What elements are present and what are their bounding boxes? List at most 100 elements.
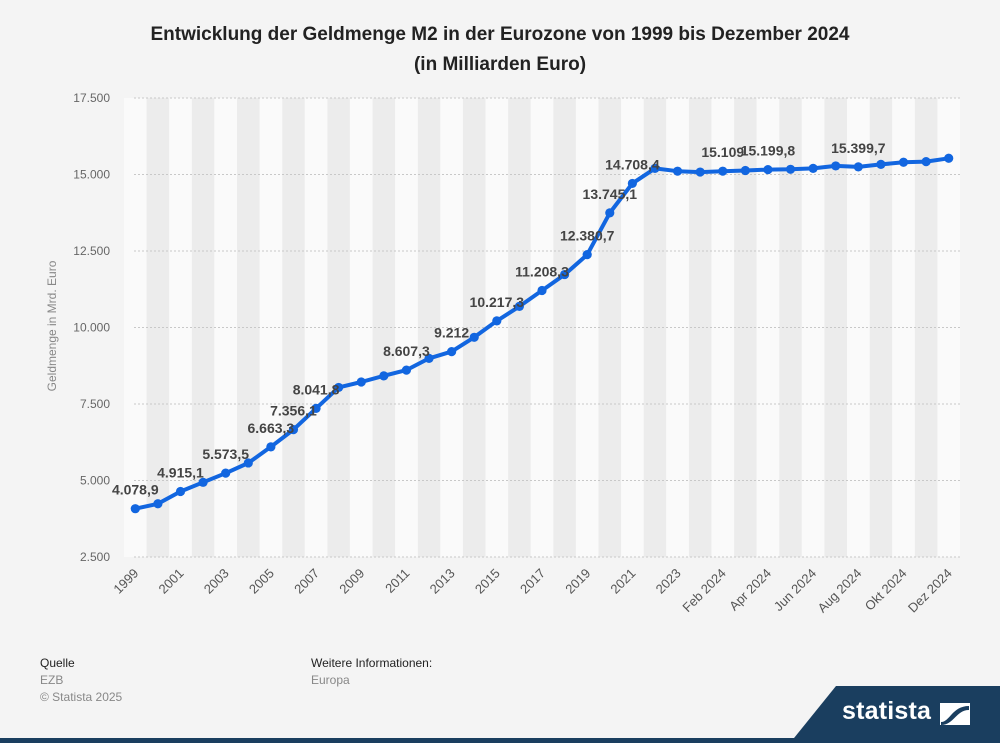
x-axis-ticks: 1999 2001 2003 2005 2007 2009 2011 2013 2015 2017… — [110, 566, 954, 616]
source-label: Quelle — [40, 656, 75, 670]
x-tick-label: Jun 2024 — [771, 566, 819, 614]
data-label: 6.663,3 — [248, 420, 295, 436]
data-point[interactable] — [808, 163, 818, 173]
data-point[interactable] — [334, 382, 344, 393]
series-geldmenge — [130, 153, 954, 514]
x-tick-label: 2011 — [382, 566, 412, 596]
column-band — [869, 98, 893, 557]
data-label: 8.607,3 — [383, 343, 430, 359]
data-point[interactable] — [514, 301, 525, 311]
column-band-light — [214, 98, 237, 557]
x-tick-label: 2005 — [246, 566, 277, 597]
x-tick-label: 1999 — [110, 566, 141, 597]
data-label: 13.745,1 — [583, 186, 638, 202]
data-label: 15.399,7 — [831, 140, 886, 156]
data-point[interactable] — [582, 250, 592, 260]
data-point[interactable] — [898, 157, 909, 167]
y-tick-label: 15.000 — [73, 168, 110, 182]
x-tick-label: 2017 — [517, 566, 548, 597]
data-label: 4.915,1 — [157, 465, 204, 481]
data-point[interactable] — [763, 165, 773, 175]
x-tick-label: 2021 — [607, 566, 638, 597]
data-point[interactable] — [130, 504, 140, 514]
column-band — [598, 98, 622, 557]
column-band — [282, 98, 305, 557]
data-label: 12.380,7 — [560, 228, 615, 244]
info-value: Europa — [311, 673, 350, 687]
column-band — [553, 98, 576, 557]
data-point[interactable] — [447, 347, 457, 357]
data-point[interactable] — [356, 377, 366, 387]
data-point[interactable] — [740, 165, 750, 176]
data-point[interactable] — [695, 167, 705, 177]
data-label: 15.109 — [701, 144, 744, 160]
info-label: Weitere Informationen: — [311, 656, 433, 670]
y-tick-label: 5.000 — [80, 474, 110, 488]
x-tick-label: Dez 2024 — [905, 566, 955, 616]
data-point[interactable] — [311, 403, 321, 414]
grid-lines — [134, 97, 960, 558]
data-point[interactable] — [175, 486, 186, 497]
column-band — [236, 98, 260, 557]
y-axis-label: Geldmenge in Mrd. Euro — [45, 260, 59, 391]
statista-logo[interactable]: statista — [842, 697, 932, 725]
y-tick-label: 2.500 — [80, 550, 110, 564]
x-tick-label: Feb 2024 — [679, 566, 728, 615]
column-band-light — [304, 98, 328, 557]
data-label: 7.356,1 — [270, 403, 317, 419]
data-point[interactable] — [424, 353, 434, 364]
data-point[interactable] — [853, 162, 863, 172]
data-point[interactable] — [718, 166, 728, 176]
data-label: 11.208,3 — [515, 264, 569, 280]
data-point[interactable] — [627, 178, 637, 189]
data-point[interactable] — [401, 365, 412, 375]
data-point[interactable] — [537, 285, 547, 296]
y-tick-label: 7.500 — [80, 397, 110, 411]
data-point[interactable] — [379, 371, 389, 381]
data-point[interactable] — [559, 269, 570, 280]
x-tick-label: Aug 2024 — [814, 566, 864, 616]
column-band — [146, 98, 170, 557]
data-label: 8.041,8 — [293, 381, 340, 397]
x-tick-label: Apr 2024 — [726, 566, 774, 614]
data-point[interactable] — [672, 166, 683, 176]
data-point[interactable] — [266, 442, 276, 452]
data-point[interactable] — [605, 208, 615, 218]
data-point[interactable] — [243, 458, 253, 468]
data-point[interactable] — [492, 316, 502, 326]
x-tick-label: 2013 — [427, 566, 458, 597]
chart-title: Entwicklung der Geldmenge M2 in der Euro… — [0, 20, 1000, 80]
data-point[interactable] — [921, 157, 931, 167]
column-band-light — [349, 98, 373, 557]
data-point[interactable] — [785, 164, 796, 174]
data-point[interactable] — [153, 499, 163, 509]
chart-title-line1: Entwicklung der Geldmenge M2 in der Euro… — [150, 24, 850, 45]
column-band-light — [937, 98, 960, 557]
data-point[interactable] — [288, 425, 299, 435]
y-tick-label: 17.500 — [73, 91, 110, 105]
data-point[interactable] — [831, 161, 841, 171]
y-axis-ticks: 2.500 5.000 7.500 10.000 12.500 15.000 17.500 — [73, 91, 110, 564]
data-point[interactable] — [221, 468, 231, 478]
data-point[interactable] — [650, 163, 660, 173]
chart-title-line2: (in Milliarden Euro) — [413, 54, 587, 75]
x-tick-label: 2007 — [291, 566, 322, 597]
data-point[interactable] — [944, 153, 954, 163]
column-band-light — [666, 98, 689, 557]
x-tick-label: 2019 — [562, 566, 593, 597]
source-value[interactable]: EZB — [40, 673, 64, 687]
data-label: 5.573,5 — [202, 446, 249, 462]
data-label: 14.708,4 — [605, 156, 660, 172]
x-tick-label: Okt 2024 — [862, 566, 910, 614]
column-band — [734, 98, 757, 557]
y-tick-label: 10.000 — [73, 321, 110, 335]
source-block: Quelle EZB © Statista 2025 — [40, 655, 122, 706]
data-label: 10.217,3 — [470, 294, 525, 310]
info-block: Weitere Informationen: Europa — [311, 655, 432, 689]
x-tick-label: 2001 — [156, 566, 187, 597]
data-point[interactable] — [876, 159, 886, 170]
data-point[interactable] — [198, 477, 208, 487]
data-point[interactable] — [469, 332, 479, 342]
x-tick-label: 2003 — [201, 566, 232, 597]
